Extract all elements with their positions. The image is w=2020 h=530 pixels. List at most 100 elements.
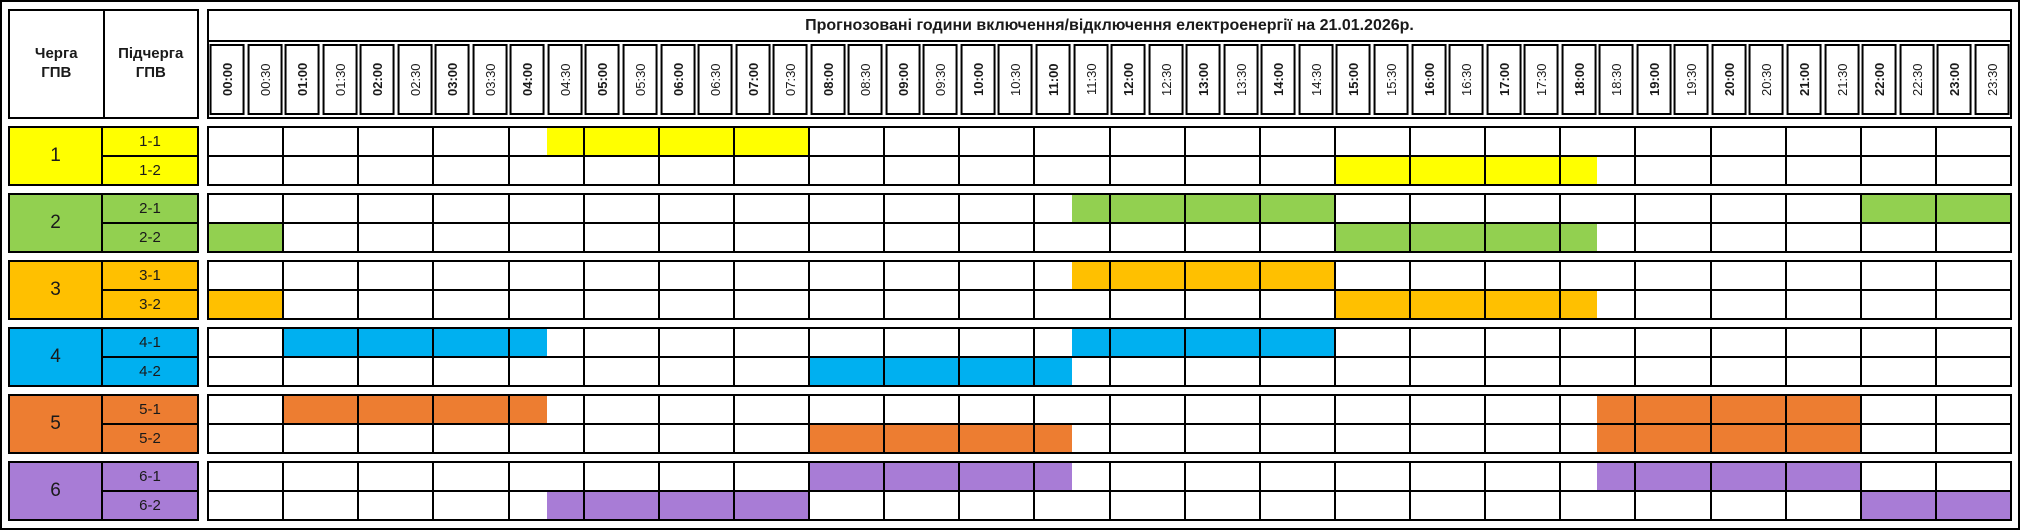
time-cell-4-1-19:00 [1636,329,1712,356]
time-label-06:00: 06:00 [660,44,696,115]
time-cell-6-2-07:00 [735,492,810,519]
queue-label-box-6: 6 6-1 6-2 [8,461,199,521]
time-cell-4-1-04:00 [510,329,585,356]
time-cell-1-1-14:00 [1261,128,1336,155]
time-cell-6-1-08:00 [810,463,886,490]
time-cell-5-1-09:00 [885,396,961,423]
time-cell-5-2-07:00 [735,425,810,452]
time-cell-1-1-16:00 [1411,128,1487,155]
time-cell-5-1-08:00 [810,396,886,423]
time-cell-1-2-01:00 [284,157,360,184]
time-cell-2-2-21:00 [1787,224,1862,251]
time-cell-5-1-07:00 [735,396,810,423]
time-cell-5-1-13:00 [1186,396,1261,423]
time-cell-3-1-01:00 [284,262,360,289]
time-cell-2-1-09:00 [885,195,961,222]
time-cell-6-1-13:00 [1186,463,1261,490]
time-labels-row: 00:00 00:30 01:00 01:30 02:00 02:30 03:00 03:30… [209,42,2010,117]
time-cell-4-2-02:00 [359,358,435,385]
time-cell-1-1-21:00 [1787,128,1862,155]
schedule-row-2-2 [209,224,2010,251]
time-cell-1-1-10:00 [960,128,1036,155]
time-cell-6-1-06:00 [660,463,735,490]
time-cell-6-2-18:00 [1561,492,1637,519]
time-cell-6-2-04:00 [510,492,585,519]
time-cell-2-2-14:00 [1261,224,1336,251]
time-cell-4-1-07:00 [735,329,810,356]
time-cell-3-2-15:00 [1336,291,1411,318]
time-cell-4-2-10:00 [960,358,1036,385]
time-cell-1-1-06:00 [660,128,735,155]
time-cell-6-1-10:00 [960,463,1036,490]
time-cell-1-2-10:00 [960,157,1036,184]
time-cell-2-2-15:00 [1336,224,1411,251]
time-cell-5-2-17:00 [1486,425,1562,452]
time-cell-1-1-03:00 [434,128,510,155]
time-cell-4-1-03:00 [434,329,510,356]
queue-number-5: 5 [10,396,103,452]
outage-blocks-2-2 [209,224,2010,251]
time-cell-4-1-15:00 [1336,329,1411,356]
time-cell-1-2-11:00 [1035,157,1111,184]
time-cell-1-2-16:00 [1411,157,1487,184]
time-label-02:00: 02:00 [360,44,395,115]
time-cell-2-2-09:00 [885,224,961,251]
time-cell-6-2-05:00 [585,492,660,519]
time-cell-2-2-13:00 [1186,224,1261,251]
outage-block-5-2-18:30 [1597,425,1860,452]
queue-column-header: Черга ГПВ [10,11,105,117]
time-cell-6-1-14:00 [1261,463,1336,490]
time-label-12:00: 12:00 [1111,44,1146,115]
time-cell-1-1-13:00 [1186,128,1261,155]
time-cell-1-2-12:00 [1111,157,1186,184]
time-cell-1-2-17:00 [1486,157,1562,184]
time-cell-2-1-19:00 [1636,195,1712,222]
time-cell-1-1-11:00 [1035,128,1111,155]
time-cell-3-2-22:00 [1862,291,1937,318]
time-cell-4-2-13:00 [1186,358,1261,385]
time-label-15:30: 15:30 [1373,44,1409,115]
time-cell-3-1-17:00 [1486,262,1562,289]
time-cell-5-2-22:00 [1862,425,1937,452]
time-cell-3-2-05:00 [585,291,660,318]
time-cell-5-1-15:00 [1336,396,1411,423]
time-cell-5-2-16:00 [1411,425,1487,452]
time-cell-3-2-10:00 [960,291,1036,318]
time-cell-4-1-02:00 [359,329,435,356]
time-cell-6-1-22:00 [1862,463,1937,490]
time-cell-3-1-10:00 [960,262,1036,289]
page-title: Прогнозовані години включення/відключенн… [209,11,2010,42]
time-cell-5-1-11:00 [1035,396,1111,423]
time-label-03:30: 03:30 [472,44,508,115]
time-cell-6-2-23:00 [1937,492,2010,519]
time-cell-6-1-05:00 [585,463,660,490]
schedule-row-6-2 [209,492,2010,519]
time-cell-5-1-21:00 [1787,396,1862,423]
time-cell-1-2-03:00 [434,157,510,184]
time-cell-1-1-19:00 [1636,128,1712,155]
time-label-11:30: 11:30 [1073,44,1109,115]
time-cell-2-1-22:00 [1862,195,1937,222]
time-label-00:00: 00:00 [210,44,245,115]
time-cell-5-2-21:00 [1787,425,1862,452]
time-label-03:00: 03:00 [435,44,470,115]
time-label-00:30: 00:30 [247,44,283,115]
time-cell-6-2-17:00 [1486,492,1562,519]
outage-blocks-3-1 [209,262,2010,289]
subqueue-label-1-1: 1-1 [103,128,197,157]
queue-number-6: 6 [10,463,103,519]
time-cell-2-2-08:00 [810,224,886,251]
time-cell-5-2-15:00 [1336,425,1411,452]
time-cell-5-2-23:00 [1937,425,2010,452]
time-cell-5-1-10:00 [960,396,1036,423]
time-cell-6-2-22:00 [1862,492,1937,519]
time-cell-3-2-07:00 [735,291,810,318]
time-cell-1-1-00:00 [209,128,285,155]
time-cell-3-2-14:00 [1261,291,1336,318]
time-cell-6-1-20:00 [1712,463,1787,490]
queue-label-box-3: 3 3-1 3-2 [8,260,199,320]
schedule-grid-4 [207,327,2012,387]
time-cell-3-1-12:00 [1111,262,1186,289]
time-label-19:00: 19:00 [1636,44,1672,115]
